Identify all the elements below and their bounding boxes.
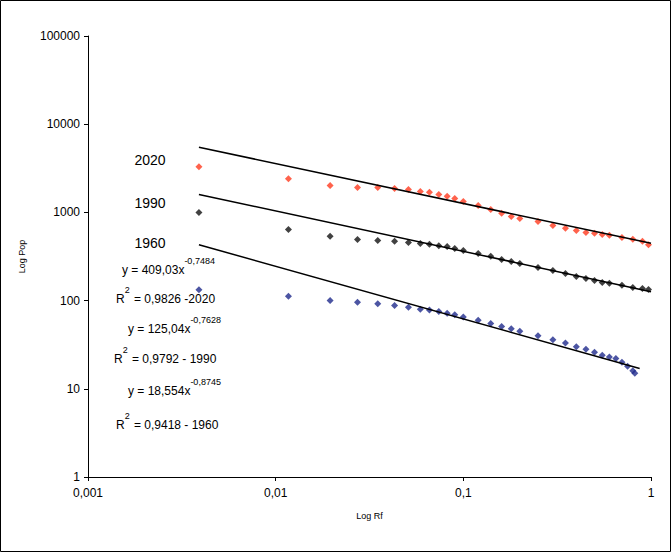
svg-text:R: R — [116, 292, 125, 306]
svg-text:1960: 1960 — [134, 235, 165, 251]
svg-text:R: R — [114, 352, 123, 366]
svg-text:0,01: 0,01 — [264, 486, 288, 500]
svg-text:2: 2 — [125, 411, 130, 421]
svg-text:0,1: 0,1 — [455, 486, 472, 500]
svg-text:100000: 100000 — [40, 29, 80, 43]
svg-text:-0,8745: -0,8745 — [190, 377, 221, 387]
svg-text:= 0,9792 - 1990: = 0,9792 - 1990 — [129, 352, 217, 366]
svg-text:= 0,9826 -2020: = 0,9826 -2020 — [131, 292, 216, 306]
svg-text:2: 2 — [123, 345, 128, 355]
svg-text:y = 409,03x: y = 409,03x — [122, 263, 184, 277]
svg-text:-0,7628: -0,7628 — [190, 315, 221, 325]
svg-text:10000: 10000 — [47, 117, 81, 131]
svg-text:10: 10 — [67, 382, 81, 396]
svg-text:1: 1 — [648, 486, 655, 500]
svg-text:= 0,9418 - 1960: = 0,9418 - 1960 — [131, 418, 219, 432]
svg-text:100: 100 — [60, 294, 80, 308]
svg-text:0,001: 0,001 — [73, 486, 103, 500]
svg-text:Log Pop: Log Pop — [17, 240, 27, 274]
svg-text:2: 2 — [125, 285, 130, 295]
svg-text:y = 18,554x: y = 18,554x — [128, 384, 190, 398]
svg-text:-0,7484: -0,7484 — [184, 256, 215, 266]
svg-text:2020: 2020 — [134, 152, 165, 168]
svg-text:Log Rf: Log Rf — [356, 511, 383, 521]
svg-text:R: R — [116, 418, 125, 432]
svg-text:1: 1 — [73, 470, 80, 484]
svg-text:1000: 1000 — [53, 205, 80, 219]
svg-text:y = 125,04x: y = 125,04x — [128, 322, 190, 336]
svg-text:1990: 1990 — [134, 195, 165, 211]
